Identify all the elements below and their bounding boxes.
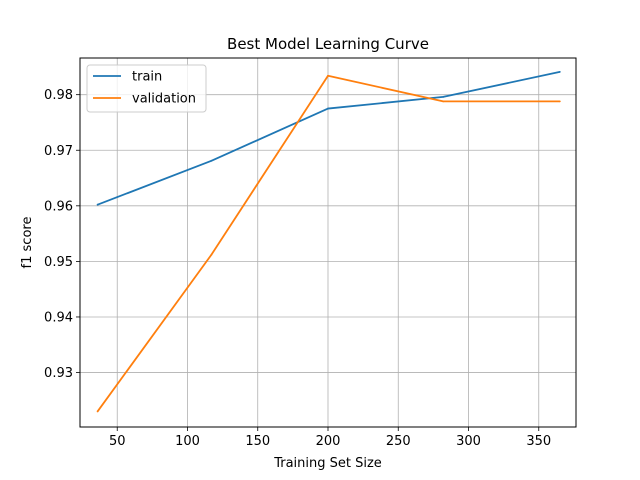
- legend-label-train: train: [132, 70, 162, 85]
- x-tick-label: 300: [456, 434, 481, 449]
- x-tick-label: 100: [175, 434, 200, 449]
- x-tick-label: 50: [109, 434, 126, 449]
- data-point-train: [96, 203, 99, 206]
- data-point-train: [442, 96, 445, 98]
- legend: train validation: [86, 64, 207, 113]
- legend-label-validation: validation: [132, 92, 196, 107]
- y-tick-label: 0.98: [44, 88, 73, 103]
- x-axis-label: Training Set Size: [273, 456, 382, 471]
- data-point-train: [558, 70, 561, 73]
- data-point-train: [210, 159, 213, 162]
- data-point-validation: [210, 253, 213, 256]
- x-tick-label: 200: [316, 434, 341, 449]
- y-tick-label: 0.93: [44, 366, 73, 381]
- x-tick-label: 150: [245, 434, 270, 449]
- grid-layer: [80, 58, 576, 427]
- tick-layer: 50 100 150 200 250 300 350 0.93 0.94 0.95 0.96 0.97…: [44, 88, 551, 449]
- data-point-validation: [96, 410, 99, 413]
- data-point-validation: [558, 100, 561, 103]
- data-point-train: [327, 107, 329, 110]
- y-tick-label: 0.97: [44, 144, 73, 159]
- chart-title: Best Model Learning Curve: [227, 35, 429, 53]
- y-tick-label: 0.94: [44, 310, 73, 325]
- x-tick-label: 250: [386, 434, 411, 449]
- data-point-validation: [442, 100, 445, 103]
- data-point-validation: [327, 74, 329, 77]
- series-layer: [96, 70, 561, 413]
- y-tick-label: 0.95: [44, 255, 73, 270]
- x-tick-label: 350: [526, 434, 551, 449]
- y-axis-label: f1 score: [20, 217, 35, 269]
- y-tick-label: 0.96: [44, 199, 73, 214]
